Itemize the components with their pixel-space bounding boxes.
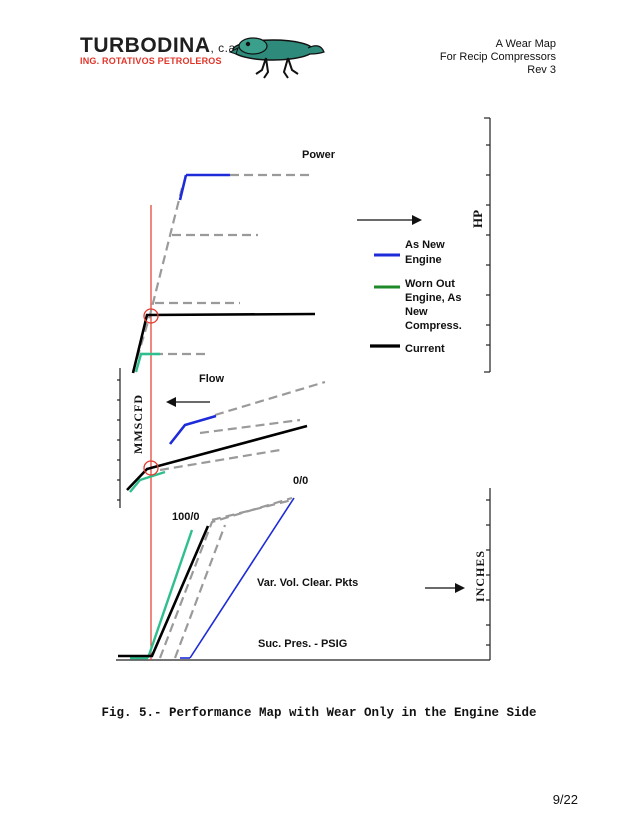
clearance-pockets-label: Var. Vol. Clear. Pkts [257,577,358,589]
company-name-text: TURBODINA [80,34,211,57]
legend-worn-line1: Worn Out [405,278,455,290]
inches-arrow-icon [425,583,465,593]
performance-map-figure: HP MMSCFD INCHES [116,117,491,661]
legend-worn-line3: New [405,306,428,318]
doc-subtitle: For Recip Compressors [439,51,556,63]
legend-new-engine-line2: Engine [405,254,442,266]
left-arrow-icon [166,397,210,407]
legend-worn-line2: Engine, As [405,292,461,304]
flow-curves [126,380,326,493]
axolotl-logo-icon [228,37,325,79]
inches-axis-label: INCHES [473,550,487,602]
hp-axis [484,117,491,373]
doc-revision: Rev 3 [527,64,556,76]
mmscfd-axis [117,368,121,508]
doc-title: A Wear Map [495,38,556,50]
power-label: Power [302,149,336,161]
page-number: 9/22 [552,792,578,807]
inches-axis [116,488,491,661]
label-0-0: 0/0 [293,475,308,487]
legend-worn-line4: Compress. [405,320,462,332]
legend-new-engine-line1: As New [405,239,445,251]
hp-axis-label: HP [470,210,485,228]
right-arrow-icon [357,215,422,225]
company-subtitle: ING. ROTATIVOS PETROLEROS [80,56,222,66]
label-100-0: 100/0 [172,511,200,523]
document-header: A Wear Map For Recip Compressors Rev 3 [440,38,556,77]
legend-current: Current [405,343,445,355]
legend: As New Engine Worn Out Engine, As New Co… [370,239,462,355]
mmscfd-axis-label: MMSCFD [131,394,145,454]
clearance-curves [118,496,295,660]
flow-label: Flow [199,373,224,385]
company-logo: TURBODINA, c.a. ING. ROTATIVOS PETROLERO… [80,34,325,82]
power-curves [131,173,316,374]
suction-pressure-label: Suc. Pres. - PSIG [258,638,347,650]
figure-caption: Fig. 5.- Performance Map with Wear Only … [101,706,537,720]
